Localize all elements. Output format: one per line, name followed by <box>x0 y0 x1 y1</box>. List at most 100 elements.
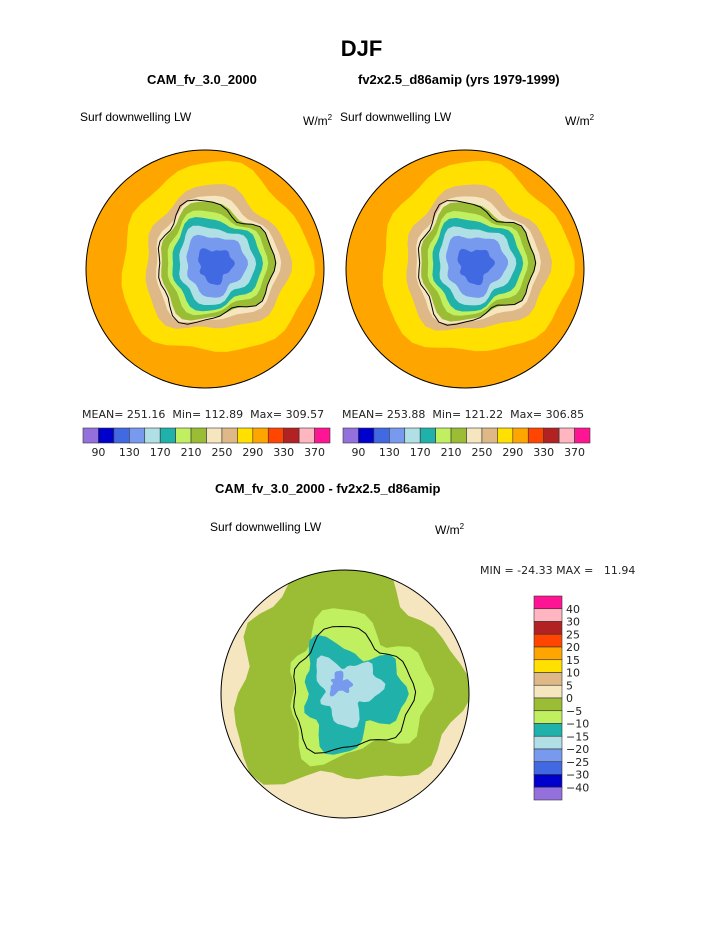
colorbar-box <box>98 427 115 444</box>
colorbar-box <box>533 672 563 686</box>
colorbar-box <box>82 427 99 444</box>
colorbar-box <box>533 735 563 750</box>
left-case-title: CAM_fv_3.0_2000 <box>147 72 257 87</box>
diff-variable-label: Surf downwelling LW <box>210 520 322 534</box>
colorbar-tick-label: −30 <box>566 769 589 782</box>
colorbar-tick-label: 20 <box>566 641 580 654</box>
colorbar-box <box>298 427 315 444</box>
colorbar-box <box>113 427 130 444</box>
colorbar-box <box>533 595 563 610</box>
colorbar-box <box>129 427 146 444</box>
colorbar-tick-label: 370 <box>304 446 325 459</box>
diff-title: CAM_fv_3.0_2000 - fv2x2.5_d86amip <box>215 481 441 496</box>
colorbar-box <box>159 427 176 444</box>
figure-title: DJF <box>340 36 383 61</box>
colorbar-box <box>237 427 254 444</box>
colorbar-box <box>543 427 560 444</box>
difference-polar-map <box>220 569 470 819</box>
colorbar-tick-label: 130 <box>379 446 400 459</box>
colorbar-tick-label: 5 <box>566 679 573 692</box>
colorbar-tick-label: 370 <box>564 446 585 459</box>
colorbar-tick-label: 40 <box>566 603 580 616</box>
colorbar-box <box>221 427 238 444</box>
colorbar-box <box>267 427 284 444</box>
colorbar-tick-label: 25 <box>566 628 580 641</box>
colorbar-tick-label: −40 <box>566 781 589 794</box>
left-variable-label: Surf downwelling LW <box>80 110 192 124</box>
colorbar-box <box>252 427 269 444</box>
coastline <box>293 625 417 754</box>
diff-units: W/m2 <box>435 522 465 537</box>
colorbar-box <box>144 427 161 444</box>
colorbar-tick-label: 170 <box>410 446 431 459</box>
map-field <box>221 570 469 818</box>
colorbar-box <box>533 774 563 788</box>
colorbar-box <box>533 710 563 724</box>
colorbar-tick-label: 30 <box>566 616 580 629</box>
map-field <box>346 150 584 388</box>
colorbar-box <box>206 427 223 444</box>
colorbar-box <box>533 697 563 712</box>
colorbar-tick-label: 290 <box>502 446 523 459</box>
map-border <box>85 149 325 389</box>
colorbar-tick-label: −15 <box>566 730 589 743</box>
colorbar-box <box>175 427 192 444</box>
colorbar-tick-label: 330 <box>533 446 554 459</box>
colorbar-box <box>342 427 359 444</box>
field-contour <box>329 670 353 697</box>
colorbar-tick-label: −25 <box>566 756 589 769</box>
colorbar-box <box>512 427 529 444</box>
colorbar-box <box>533 761 563 775</box>
colorbar-box <box>481 427 498 444</box>
field-contour <box>316 655 386 729</box>
colorbar-box <box>558 427 575 444</box>
colorbar-box <box>533 659 563 673</box>
colorbar-box <box>497 427 514 444</box>
colorbar-box <box>533 621 563 635</box>
left-colorbar: 90 130 170 210 250 290 330 370 <box>82 427 331 459</box>
diff-minmax: MIN = -24.33 MAX = 11.94 <box>480 564 636 577</box>
colorbar-tick-label: −5 <box>566 705 582 718</box>
colorbar-tick-label: 15 <box>566 654 580 667</box>
right-stats: MEAN= 253.88 Min= 121.22 Max= 306.85 <box>342 408 585 421</box>
colorbar-box <box>533 723 563 737</box>
colorbar-box <box>533 748 563 763</box>
colorbar-tick-label: −10 <box>566 718 589 731</box>
field-contour <box>198 248 235 286</box>
colorbar-box <box>435 427 452 444</box>
colorbar-box <box>527 427 544 444</box>
left-stats: MEAN= 251.16 Min= 112.89 Max= 309.57 <box>82 408 325 421</box>
map-field <box>86 150 324 388</box>
colorbar-box <box>574 427 591 444</box>
colorbar-tick-label: 250 <box>471 446 492 459</box>
colorbar-tick-label: 210 <box>441 446 462 459</box>
colorbar-tick-label: 90 <box>351 446 365 459</box>
colorbar-box <box>283 427 300 444</box>
colorbar-tick-label: 90 <box>91 446 105 459</box>
colorbar-tick-label: 0 <box>566 692 573 705</box>
colorbar-box <box>314 427 331 444</box>
colorbar-tick-label: 10 <box>566 667 580 680</box>
colorbar-tick-label: 170 <box>150 446 171 459</box>
coastline <box>157 199 277 325</box>
colorbar-box <box>533 608 563 622</box>
colorbar-box <box>533 646 563 661</box>
left-polar-map <box>85 149 325 389</box>
colorbar-box <box>404 427 421 444</box>
colorbar-box <box>389 427 406 444</box>
colorbar-tick-label: −20 <box>566 743 589 756</box>
right-units: W/m2 <box>565 113 595 128</box>
map-border <box>345 149 585 389</box>
colorbar-box <box>450 427 467 444</box>
right-variable-label: Surf downwelling LW <box>340 110 452 124</box>
colorbar-box <box>419 427 436 444</box>
colorbar-tick-label: 210 <box>181 446 202 459</box>
colorbar-tick-label: 330 <box>273 446 294 459</box>
colorbar-box <box>358 427 375 444</box>
colorbar-box <box>533 684 563 699</box>
field-contour <box>457 248 495 286</box>
colorbar-box <box>373 427 390 444</box>
right-case-title: fv2x2.5_d86amip (yrs 1979-1999) <box>358 72 560 87</box>
colorbar-box <box>533 786 563 801</box>
